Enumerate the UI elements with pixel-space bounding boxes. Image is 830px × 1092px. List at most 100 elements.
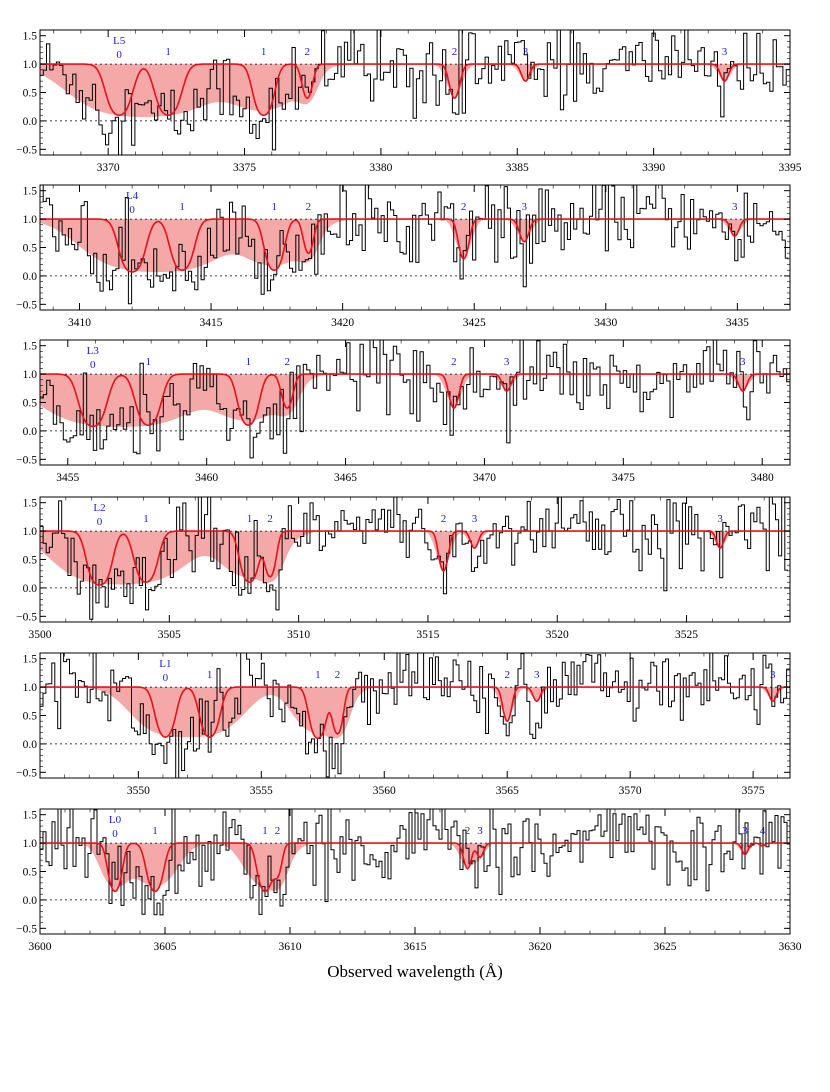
x-tick-label: 3425 [463, 317, 486, 329]
plot-area [40, 809, 790, 916]
y-tick-label: 0.5 [23, 711, 38, 723]
x-tick-label: 3385 [506, 162, 529, 174]
model-uncertainty-band [40, 64, 790, 117]
j-level-label: 3 [722, 46, 728, 58]
y-tick-label: 0.0 [23, 895, 38, 907]
j-level-label: 0 [163, 672, 169, 684]
x-tick-label: 3565 [496, 785, 519, 797]
j-level-label: 3 [742, 825, 748, 837]
band-label: L1 [159, 658, 171, 670]
j-level-label: 3 [504, 356, 510, 368]
panel-l1: −0.5 0.0 0.5 1.0 1.5 3550 3555 3560 3565 3570 3575… [16, 652, 791, 797]
observed-spectrum [40, 809, 790, 916]
x-tick-label: 3460 [195, 472, 218, 484]
panel-l5: −0.5 0.0 0.5 1.0 1.5 3370 3375 3380 3385 3390 3395… [16, 29, 802, 174]
y-tick-label: 0.5 [23, 243, 38, 255]
y-tick-label: 1.0 [23, 59, 38, 71]
x-tick-label: 3395 [779, 162, 802, 174]
model-profile [40, 842, 790, 893]
panel-l2: −0.5 0.0 0.5 1.0 1.5 3500 3505 3510 3515 3520 3525… [16, 496, 791, 641]
band-label: L0 [109, 814, 122, 826]
j-level-label: 2 [275, 825, 281, 837]
y-tick-label: 0.5 [23, 88, 38, 100]
panel-l0: −0.5 0.0 0.5 1.0 1.5 3600 3605 3610 3615 3620 3625… [16, 808, 802, 953]
model-uncertainty-band [40, 219, 790, 273]
x-tick-label: 3435 [726, 317, 749, 329]
model-profile [40, 218, 790, 273]
x-tick-label: 3555 [250, 785, 273, 797]
x-tick-label: 3510 [287, 629, 310, 641]
j-level-label: 2 [267, 513, 273, 525]
j-level-label: 1 [143, 513, 149, 525]
j-level-label: 0 [90, 359, 96, 371]
y-tick-label: −0.5 [16, 767, 37, 779]
y-tick-label: 1.5 [23, 31, 38, 43]
j-level-label: 1 [315, 669, 321, 681]
x-tick-label: 3455 [56, 472, 79, 484]
y-tick-label: 0.5 [23, 867, 38, 879]
x-tick-label: 3375 [233, 162, 256, 174]
j-level-label: 0 [112, 828, 118, 840]
j-level-label: 1 [146, 356, 152, 368]
j-level-label: 1 [261, 46, 267, 58]
j-level-label: 1 [207, 669, 213, 681]
y-tick-label: 1.5 [23, 810, 38, 822]
j-level-label: 0 [129, 204, 135, 216]
band-label: L4 [126, 190, 139, 202]
model-profile [40, 686, 790, 739]
x-tick-label: 3475 [612, 472, 635, 484]
x-tick-label: 3415 [200, 317, 223, 329]
y-tick-label: 0.0 [23, 739, 38, 751]
j-level-label: 3 [523, 46, 529, 58]
j-level-label: 2 [465, 825, 471, 837]
j-level-label: 3 [472, 513, 478, 525]
x-tick-label: 3570 [619, 785, 642, 797]
y-tick-label: 1.0 [23, 369, 38, 381]
j-level-label: 1 [262, 825, 268, 837]
x-tick-label: 3610 [279, 941, 302, 953]
x-tick-label: 3430 [594, 317, 617, 329]
y-tick-label: 0.0 [23, 271, 38, 283]
j-level-label: 1 [246, 356, 252, 368]
j-level-label: 3 [477, 825, 483, 837]
x-tick-label: 3370 [97, 162, 120, 174]
y-tick-label: 1.0 [23, 682, 38, 694]
model-profile [40, 63, 790, 116]
j-level-label: 2 [452, 46, 458, 58]
band-label: L5 [113, 35, 126, 47]
band-label: L2 [93, 502, 105, 514]
panel-l3: −0.5 0.0 0.5 1.0 1.5 3455 3460 3465 3470 3475 3480… [16, 339, 791, 484]
y-tick-label: 0.5 [23, 555, 38, 567]
j-level-label: 0 [97, 516, 103, 528]
observed-spectrum [42, 185, 789, 305]
x-tick-label: 3515 [416, 629, 439, 641]
j-level-label: 3 [521, 201, 527, 213]
j-level-label: 3 [732, 201, 738, 213]
y-tick-label: −0.5 [16, 144, 37, 156]
j-level-label: 2 [306, 201, 312, 213]
x-tick-label: 3500 [29, 629, 52, 641]
x-tick-label: 3605 [154, 941, 177, 953]
j-level-label: 1 [165, 46, 171, 58]
plot-area [40, 30, 790, 155]
x-tick-label: 3615 [404, 941, 427, 953]
y-tick-label: 0.0 [23, 426, 38, 438]
plot-area [40, 340, 790, 459]
x-tick-label: 3505 [158, 629, 181, 641]
y-tick-label: 0.5 [23, 398, 38, 410]
x-tick-label: 3575 [742, 785, 765, 797]
x-tick-label: 3620 [529, 941, 552, 953]
y-tick-label: 0.0 [23, 116, 38, 128]
x-tick-label: 3560 [373, 785, 396, 797]
observed-spectrum [40, 653, 790, 778]
y-tick-label: −0.5 [16, 454, 37, 466]
model-profile [40, 530, 790, 586]
model-uncertainty-band [40, 374, 790, 427]
x-tick-label: 3470 [473, 472, 496, 484]
j-level-label: 3 [717, 513, 723, 525]
x-tick-label: 3480 [751, 472, 774, 484]
x-tick-label: 3630 [779, 941, 802, 953]
j-level-label: 2 [451, 356, 457, 368]
j-level-label: 2 [335, 669, 341, 681]
